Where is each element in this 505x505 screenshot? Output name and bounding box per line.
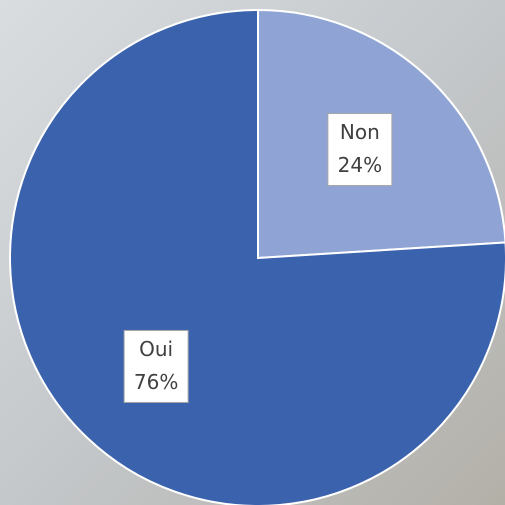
- category-label: Non: [340, 120, 380, 144]
- category-label: Oui: [139, 337, 173, 361]
- page: {"chart_data": {"type": "pie", "categori…: [0, 0, 505, 505]
- value-label: 24%: [338, 153, 382, 177]
- chart: Non 24% Oui 76%: [0, 0, 505, 505]
- value-label: 76%: [134, 370, 178, 394]
